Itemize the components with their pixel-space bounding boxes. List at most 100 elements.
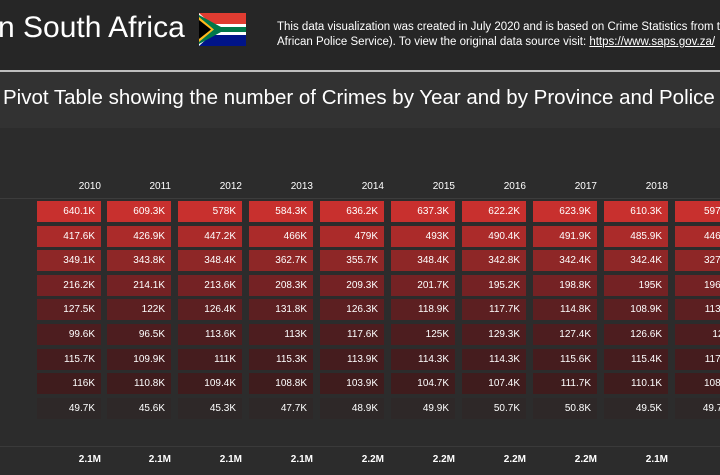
pivot-cell[interactable]: 609.3K [107,201,171,222]
pivot-cell[interactable]: 108.6 [675,373,720,395]
pivot-cell[interactable]: 466K [249,225,313,247]
pivot-cell[interactable]: 114.3K [462,348,526,370]
year-header[interactable]: 2011 [149,181,171,192]
pivot-cell[interactable]: 113.9K [320,348,384,370]
pivot-cell[interactable]: 426.9K [107,225,171,247]
pivot-cell[interactable]: 49.5K [604,397,668,419]
pivot-cell[interactable]: 597.4 [675,201,720,222]
pivot-cell[interactable]: 584.3K [249,201,313,222]
pivot-cell[interactable]: 116K [37,373,101,395]
pivot-cell[interactable]: 127.5K [37,299,101,321]
pivot-cell[interactable]: 113K [249,324,313,345]
pivot-cell[interactable]: 48.9K [320,397,384,419]
pivot-cell[interactable]: 115.7K [37,348,101,370]
pivot-cell[interactable]: 125K [391,324,455,345]
pivot-cell[interactable]: 109.4K [178,373,242,395]
pivot-cell[interactable]: 117.7K [462,299,526,321]
pivot-cell[interactable]: 342.8K [462,250,526,272]
pivot-cell[interactable]: 49.7K [37,397,101,419]
pivot-cell[interactable]: 49.9K [391,397,455,419]
pivot-cell[interactable]: 213.6K [178,274,242,296]
pivot-cell[interactable]: 640.1K [37,201,101,222]
pivot-cell[interactable]: 124 [675,324,720,345]
pivot-cell[interactable]: 129.3K [462,324,526,345]
pivot-cell[interactable]: 118.9K [391,299,455,321]
pivot-cell[interactable]: 49.7K [675,397,720,419]
pivot-cell[interactable]: 348.4K [178,250,242,272]
pivot-cell[interactable]: 343.8K [107,250,171,272]
pivot-cell[interactable]: 110.1K [604,373,668,395]
pivot-cell[interactable]: 447.2K [178,225,242,247]
pivot-cell[interactable]: 198.8K [533,274,597,296]
pivot-cell[interactable]: 111.7K [533,373,597,395]
pivot-cell[interactable]: 209.3K [320,274,384,296]
pivot-cell[interactable]: 96.5K [107,324,171,345]
pivot-cell[interactable]: 126.3K [320,299,384,321]
pivot-cell[interactable]: 348.4K [391,250,455,272]
pivot-cell[interactable]: 122K [107,299,171,321]
pivot-cell[interactable]: 349.1K [37,250,101,272]
pivot-cell[interactable]: 107.4K [462,373,526,395]
pivot-cell[interactable]: 126.4K [178,299,242,321]
pivot-cell[interactable]: 114.3K [391,348,455,370]
pivot-cell[interactable]: 417.6K [37,225,101,247]
pivot-cell[interactable]: 104.7K [391,373,455,395]
pivot-cell[interactable]: 115.6K [533,348,597,370]
pivot-cell[interactable]: 195K [604,274,668,296]
year-header[interactable]: 201 [669,181,720,192]
pivot-cell[interactable]: 485.9K [604,225,668,247]
pivot-cell[interactable]: 610.3K [604,201,668,222]
pivot-cell[interactable]: 201.7K [391,274,455,296]
pivot-cell[interactable]: 126.6K [604,324,668,345]
pivot-cell[interactable]: 108.8K [249,373,313,395]
pivot-cell[interactable]: 110.8K [107,373,171,395]
pivot-cell[interactable]: 493K [391,225,455,247]
pivot-cell[interactable]: 355.7K [320,250,384,272]
pivot-cell[interactable]: 113.6K [178,324,242,345]
pivot-cell[interactable]: 45.3K [178,397,242,419]
pivot-cell[interactable]: 108.9K [604,299,668,321]
pivot-cell[interactable]: 636.2K [320,201,384,222]
pivot-cell[interactable]: 196.8 [675,274,720,296]
pivot-cell[interactable]: 491.9K [533,225,597,247]
year-header[interactable]: 2017 [574,181,597,192]
pivot-cell[interactable]: 195.2K [462,274,526,296]
pivot-cell[interactable]: 117.6K [320,324,384,345]
pivot-cell[interactable]: 103.9K [320,373,384,395]
pivot-cell[interactable]: 216.2K [37,274,101,296]
pivot-cell[interactable]: 479K [320,225,384,247]
pivot-cell[interactable]: 623.9K [533,201,597,222]
pivot-cell[interactable]: 490.4K [462,225,526,247]
pivot-cell[interactable]: 446.2 [675,225,720,247]
pivot-cell[interactable]: 50.8K [533,397,597,419]
year-header[interactable]: 2012 [219,181,242,192]
pivot-cell[interactable]: 637.3K [391,201,455,222]
pivot-cell[interactable]: 99.6K [37,324,101,345]
pivot-cell[interactable]: 45.6K [107,397,171,419]
pivot-cell[interactable]: 362.7K [249,250,313,272]
pivot-cell[interactable]: 622.2K [462,201,526,222]
year-header[interactable]: 2018 [645,181,668,192]
pivot-cell[interactable]: 342.4K [533,250,597,272]
data-source-link[interactable]: https://www.saps.gov.za/ [589,36,716,48]
pivot-cell[interactable]: 578K [178,201,242,222]
pivot-cell[interactable]: 131.8K [249,299,313,321]
pivot-cell[interactable]: 50.7K [462,397,526,419]
pivot-cell[interactable]: 113.1 [675,299,720,321]
pivot-cell[interactable]: 342.4K [604,250,668,272]
pivot-cell[interactable]: 114.8K [533,299,597,321]
year-header[interactable]: 2010 [78,181,101,192]
year-header[interactable]: 2015 [432,181,455,192]
pivot-cell[interactable]: 327.7 [675,250,720,272]
year-header[interactable]: 2013 [290,181,313,192]
pivot-cell[interactable]: 208.3K [249,274,313,296]
pivot-cell[interactable]: 214.1K [107,274,171,296]
pivot-cell[interactable]: 111K [178,348,242,370]
pivot-cell[interactable]: 117.3 [675,348,720,370]
year-header[interactable]: 2016 [503,181,526,192]
pivot-cell[interactable]: 127.4K [533,324,597,345]
pivot-cell[interactable]: 115.3K [249,348,313,370]
pivot-cell[interactable]: 47.7K [249,397,313,419]
year-header[interactable]: 2014 [361,181,384,192]
pivot-cell[interactable]: 109.9K [107,348,171,370]
